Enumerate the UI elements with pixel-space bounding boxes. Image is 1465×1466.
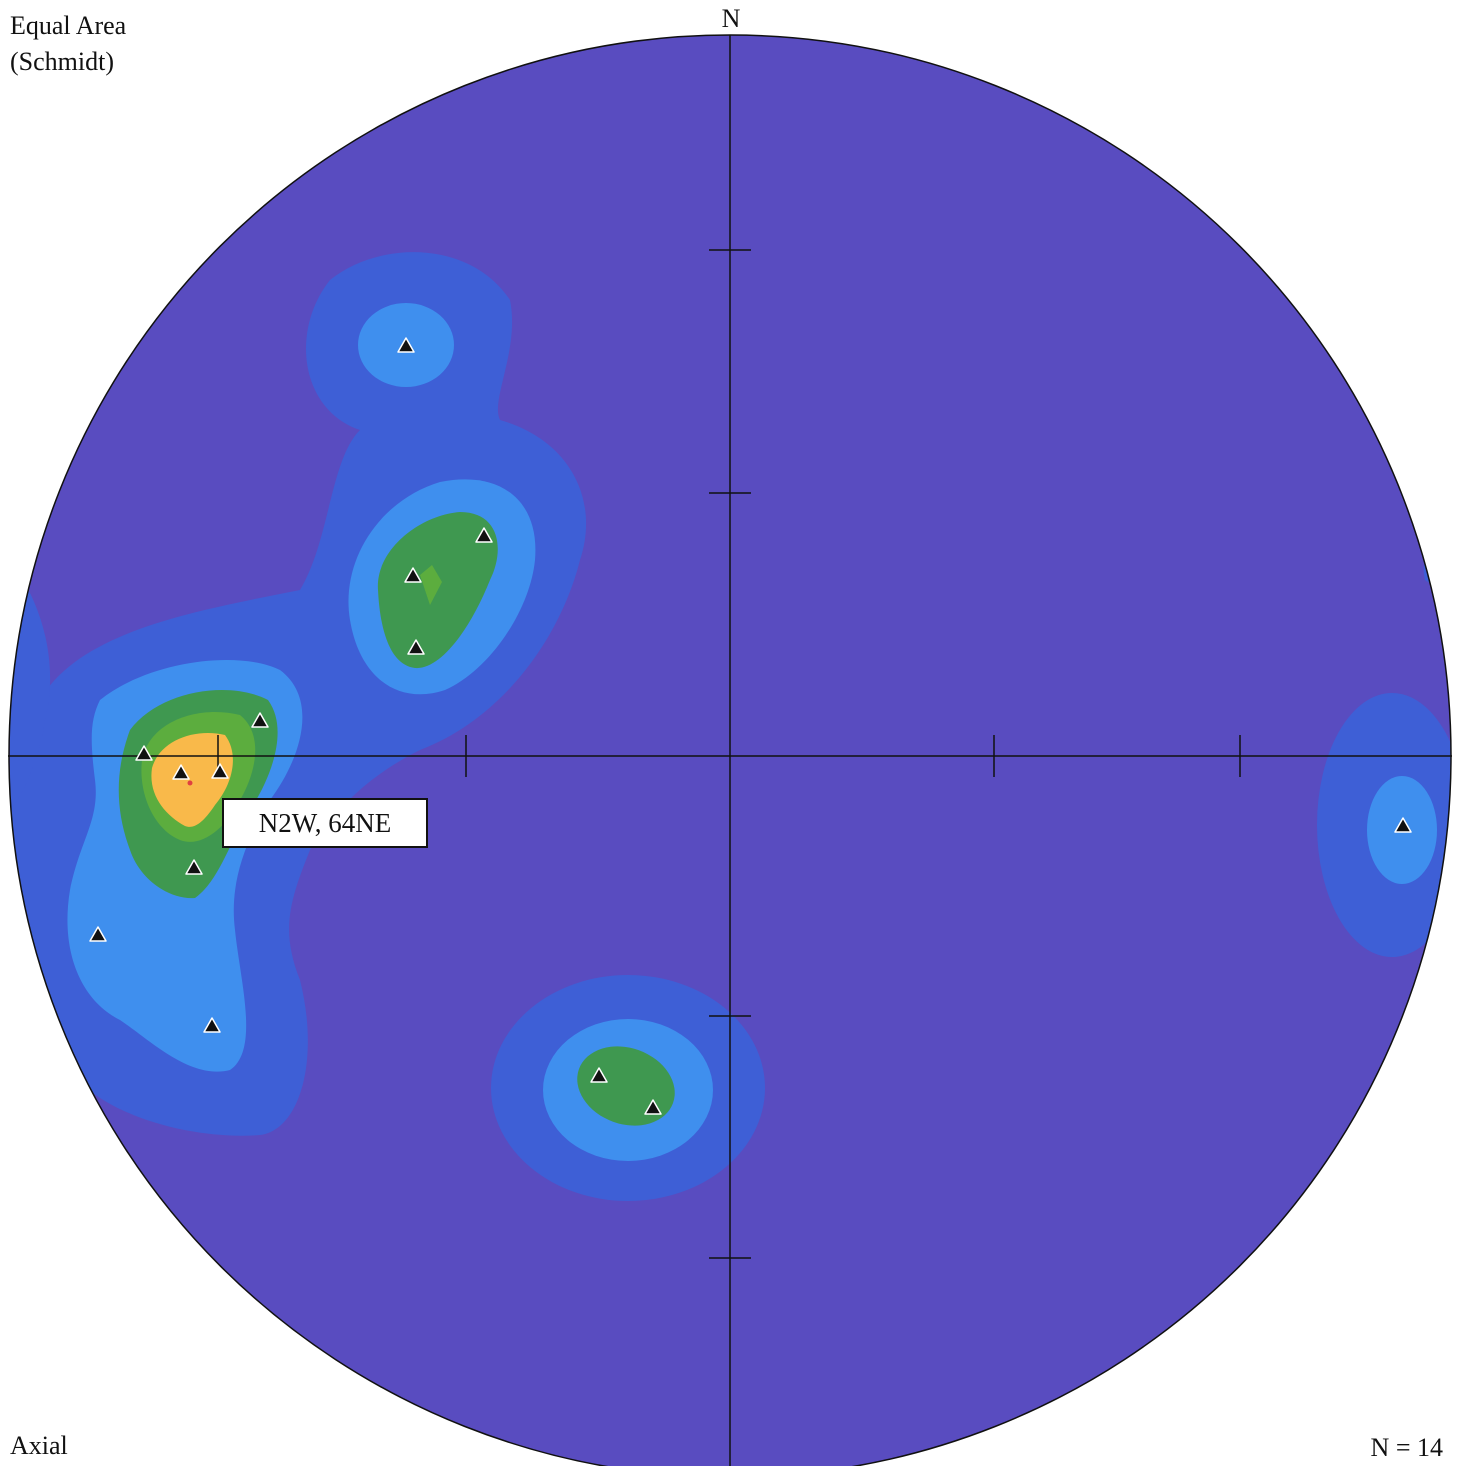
north-label: N <box>721 4 741 33</box>
contour-central-cluster-l3 <box>377 512 498 669</box>
triangle-marker-icon <box>407 639 425 655</box>
primitive-circle-outline <box>8 34 1452 1466</box>
triangle-marker-icon <box>404 567 422 583</box>
triangle-marker-icon <box>475 527 493 543</box>
projection-label: Equal Area <box>10 11 127 40</box>
maximum-density-dot <box>187 780 193 786</box>
triangle-marker-icon <box>203 1017 221 1033</box>
point-count-label: N = 14 <box>1370 1433 1443 1462</box>
triangle-marker-icon <box>251 712 269 728</box>
triangle-marker-icon <box>185 859 203 875</box>
data-type-label: Axial <box>10 1431 68 1460</box>
triangle-marker-icon <box>644 1099 662 1115</box>
triangle-marker-icon <box>590 1067 608 1083</box>
triangle-marker-icon <box>89 926 107 942</box>
triangle-marker-icon <box>1394 817 1412 833</box>
contour-central-peak-l4 <box>420 565 442 605</box>
mean-orientation-callout: N2W, 64NE <box>222 798 428 848</box>
triangle-marker-icon <box>135 745 153 761</box>
triangle-marker-icon <box>397 337 415 353</box>
triangle-marker-icon <box>172 764 190 780</box>
data-points <box>89 337 1412 1115</box>
triangle-marker-icon <box>211 763 229 779</box>
projection-type-label: (Schmidt) <box>10 47 114 76</box>
net-grid <box>8 35 1452 1466</box>
